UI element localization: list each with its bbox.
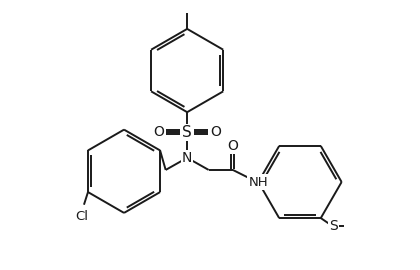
Text: O: O — [153, 125, 164, 139]
Text: NH: NH — [249, 176, 268, 188]
Text: Cl: Cl — [75, 210, 88, 222]
Text: O: O — [227, 139, 238, 153]
Text: S: S — [182, 125, 192, 140]
Text: O: O — [210, 125, 221, 139]
Text: S: S — [329, 219, 338, 233]
Text: N: N — [182, 151, 192, 165]
